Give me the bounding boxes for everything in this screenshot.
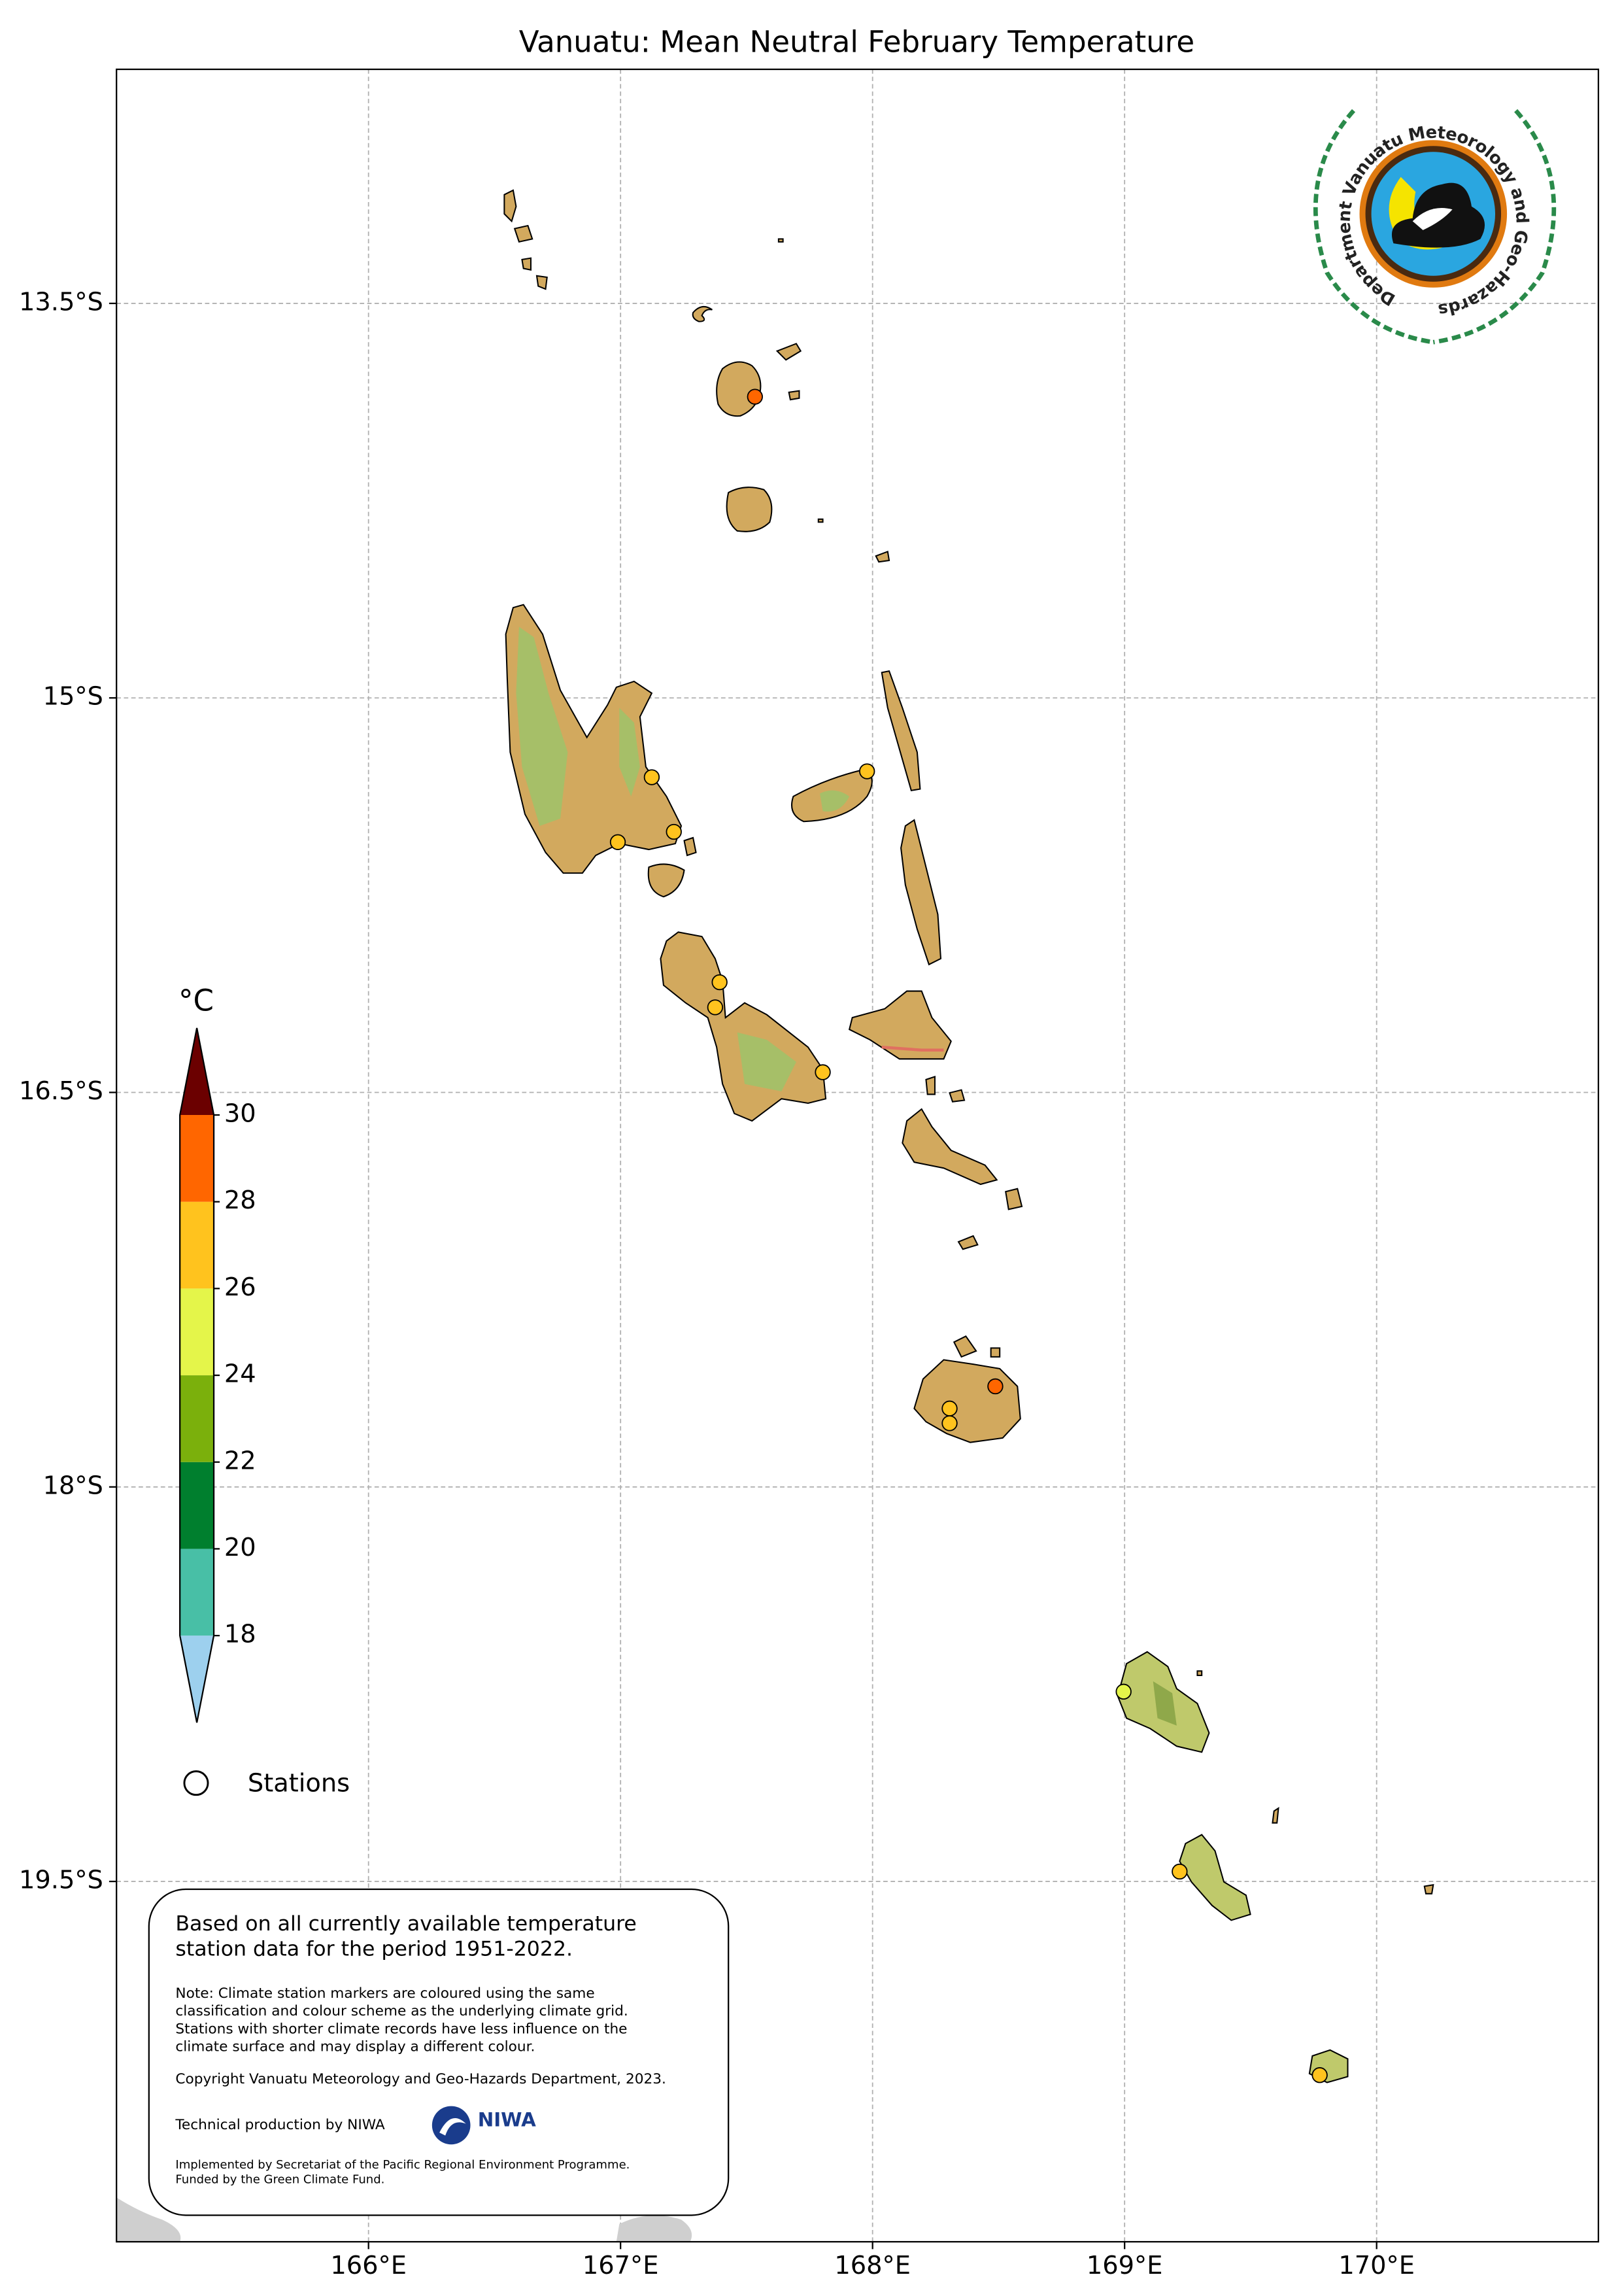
grid [116, 69, 1598, 2242]
x-tick-label: 166°E [330, 2251, 407, 2280]
station-marker [1311, 2067, 1328, 2083]
map-title: Vanuatu: Mean Neutral February Temperatu… [519, 25, 1194, 60]
colorbar-tick-label: 20 [224, 1533, 256, 1562]
info-note: classification and colour scheme as the … [175, 2003, 628, 2019]
x-tick-label: 170°E [1338, 2251, 1415, 2280]
station-marker [747, 388, 763, 405]
station-marker [707, 999, 724, 1016]
station-marker [1172, 1863, 1188, 1880]
colorbar-tick-label: 18 [224, 1620, 256, 1649]
info-copyright: Copyright Vanuatu Meteorology and Geo-Ha… [175, 2071, 666, 2087]
y-tick-label: 16.5°S [19, 1076, 103, 1106]
y-tick-label: 18°S [43, 1471, 103, 1500]
station-marker [815, 1064, 831, 1080]
colorbar-tick-label: 28 [224, 1186, 256, 1215]
islands [503, 189, 1434, 2083]
station-marker [609, 834, 626, 850]
colorbar-tick-label: 24 [224, 1360, 256, 1389]
map-frame [116, 68, 1600, 2243]
y-tick-label: 13.5°S [19, 287, 103, 317]
colorbar-segment [180, 1201, 214, 1289]
colorbar-tick-label: 26 [224, 1273, 256, 1302]
info-technical: Technical production by NIWA [175, 2117, 385, 2133]
niwa-logo-text: NIWA [478, 2109, 536, 2131]
colorbar-extend-low [180, 1636, 214, 1723]
colorbar-segment [180, 1115, 214, 1202]
stations [609, 388, 1328, 2083]
station-marker [941, 1400, 958, 1416]
info-note: Stations with shorter climate records ha… [175, 2021, 627, 2037]
station-marker [859, 763, 875, 780]
niwa-logo-wave [439, 2117, 466, 2136]
neighbour-land [116, 2197, 181, 2242]
x-tick-label: 167°E [583, 2251, 659, 2280]
y-tick-label: 19.5°S [19, 1866, 103, 1895]
info-box-frame [148, 1888, 730, 2216]
x-tick-label: 169°E [1087, 2251, 1163, 2280]
info-note: climate surface and may display a differ… [175, 2038, 535, 2055]
neighbour-land [616, 2215, 692, 2242]
colorbar-extend-high [180, 1027, 214, 1116]
colorbar-segment [180, 1375, 214, 1462]
axes: 166°E 167°E 168°E 169°E 170°E 13.5°S 15°S 16.5°… [19, 287, 1415, 2280]
station-marker [987, 1378, 1004, 1395]
y-tick-label: 15°S [43, 682, 103, 711]
colorbar-tick-label: 22 [224, 1446, 256, 1475]
colorbar: 18 20 22 24 26 28 30 [179, 1027, 256, 1723]
colorbar-segment [180, 1288, 214, 1376]
legend-label: Stations [248, 1768, 350, 1798]
x-tick-label: 168°E [834, 2251, 911, 2280]
info-note: Note: Climate station markers are colour… [175, 1985, 594, 2002]
station-marker [1115, 1683, 1132, 1700]
colorbar-segment [180, 1462, 214, 1549]
info-box: Based on all currently available tempera… [148, 1888, 730, 2216]
info-summary: station data for the period 1951-2022. [175, 1938, 573, 1961]
info-implemented: Implemented by Secretariat of the Pacifi… [175, 2158, 630, 2172]
station-marker [711, 974, 728, 991]
colorbar-segment [180, 1549, 214, 1636]
station-marker [643, 769, 660, 785]
station-marker [666, 823, 682, 840]
station-marker [941, 1415, 958, 1431]
info-implemented: Funded by the Green Climate Fund. [175, 2172, 384, 2186]
legend-station-symbol [183, 1770, 209, 1796]
info-summary: Based on all currently available tempera… [175, 1912, 636, 1936]
colorbar-tick-label: 30 [224, 1099, 256, 1129]
logo: Department Vanuatu Meteorology and Geo-H… [1313, 109, 1557, 345]
colorbar-unit: °C [178, 984, 214, 1018]
